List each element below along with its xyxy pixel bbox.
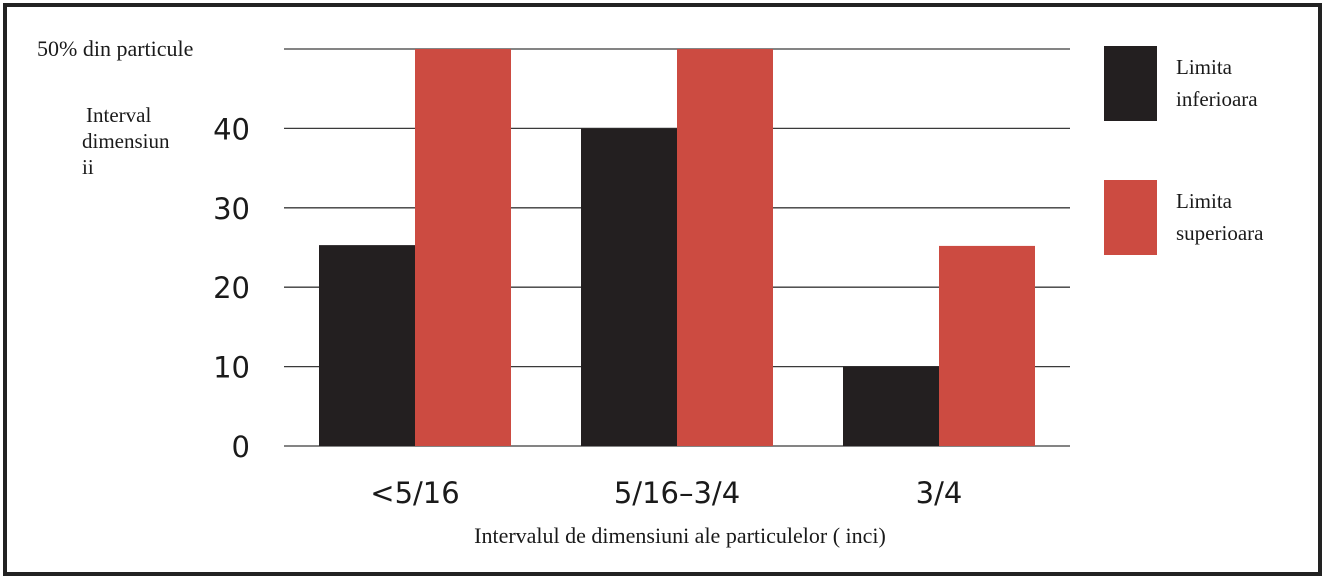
- legend-label-lower-line-2: inferioara: [1176, 87, 1258, 111]
- y-tick-label: 40: [213, 112, 250, 146]
- bars: [319, 49, 1035, 446]
- y-axis-label-line-3: ii: [82, 155, 94, 179]
- bar-lower-0: [319, 245, 415, 446]
- legend-label-upper-line-1: Limita: [1176, 189, 1233, 213]
- legend: Limita inferioara Limita superioara: [1104, 46, 1264, 255]
- bar-upper-0: [415, 49, 511, 446]
- x-tick-label: 3/4: [916, 476, 963, 510]
- bar-lower-2: [843, 366, 939, 446]
- y-tick-label: 10: [213, 351, 250, 385]
- corner-label: 50% din particule: [37, 36, 193, 61]
- legend-label-upper-line-2: superioara: [1176, 221, 1264, 245]
- y-axis-label-line-1: Interval: [86, 103, 151, 127]
- y-tick-labels: 0 10 20 30 40: [213, 112, 250, 464]
- x-tick-label: 5/16–3/4: [614, 476, 740, 510]
- bar-upper-1: [677, 49, 773, 446]
- x-tick-labels: <5/16 5/16–3/4 3/4: [370, 476, 962, 510]
- y-axis-label-line-2: dimensiun: [82, 129, 170, 153]
- legend-swatch-lower: [1104, 46, 1157, 121]
- y-tick-label: 30: [213, 192, 250, 226]
- legend-swatch-upper: [1104, 180, 1157, 255]
- legend-label-lower-line-1: Limita: [1176, 55, 1233, 79]
- y-tick-label: 20: [213, 271, 250, 305]
- bar-lower-1: [581, 128, 677, 446]
- y-axis-label: Interval dimensiun ii: [82, 103, 170, 179]
- y-tick-label: 0: [232, 430, 250, 464]
- x-tick-label: <5/16: [370, 476, 459, 510]
- bar-upper-2: [939, 245, 1035, 446]
- x-axis-label: Intervalul de dimensiuni ale particulelo…: [474, 523, 886, 548]
